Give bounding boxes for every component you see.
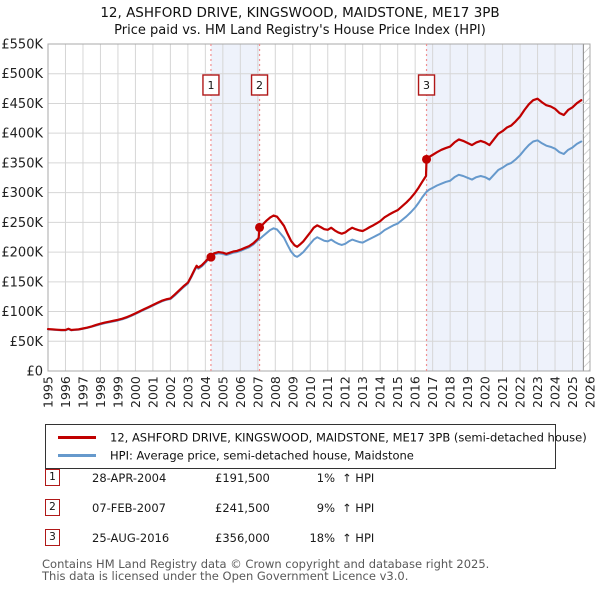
copyright-notice: Contains HM Land Registry data © Crown c… — [42, 557, 490, 571]
legend-label: 12, ASHFORD DRIVE, KINGSWOOD, MAIDSTONE,… — [110, 430, 587, 445]
transaction-date: 25-AUG-2016 — [92, 531, 170, 545]
x-tick-label: 2024 — [548, 376, 563, 408]
transaction-price: £241,500 — [215, 501, 270, 515]
svg-text:3: 3 — [423, 79, 430, 92]
y-tick-label: £150K — [1, 275, 43, 290]
future-hatch-region — [583, 44, 590, 371]
transaction-price: £356,000 — [215, 531, 270, 545]
x-tick-label: 2018 — [443, 376, 458, 408]
y-tick-label: £500K — [1, 67, 43, 82]
y-tick-label: £50K — [10, 335, 44, 350]
y-tick-label: £300K — [1, 186, 43, 201]
x-tick-label: 1997 — [75, 376, 90, 408]
y-tick-label: £250K — [1, 216, 43, 231]
price-line-swatch-icon — [58, 436, 96, 439]
x-tick-label: 2021 — [495, 376, 510, 408]
x-tick-label: 2012 — [338, 376, 353, 408]
y-tick-label: £400K — [1, 127, 43, 142]
sale-point — [422, 154, 432, 164]
marker-number-box — [417, 74, 436, 96]
y-tick-label: £200K — [1, 246, 43, 261]
price-chart: 1 2 3 £0 £50K £100K £150K £200K £250K £300K £350K £… — [1, 38, 598, 409]
shaded-region — [210, 44, 260, 371]
x-tick-label: 1996 — [58, 376, 73, 408]
x-tick-label: 2003 — [180, 376, 195, 408]
y-tick-label: £350K — [1, 156, 43, 171]
y-tick-label: £550K — [1, 38, 43, 53]
transaction-hpi-delta: 1% — [316, 471, 335, 485]
x-tick-label: 1998 — [93, 376, 108, 408]
x-tick-label: 2022 — [513, 376, 528, 408]
x-tick-label: 2002 — [163, 376, 178, 408]
x-tick-label: 2006 — [233, 376, 248, 408]
marker-number-box — [250, 74, 269, 96]
legend-label: HPI: Average price, semi-detached house,… — [110, 448, 414, 463]
chart-legend: 12, ASHFORD DRIVE, KINGSWOOD, MAIDSTONE,… — [45, 424, 587, 469]
sale-point — [255, 222, 265, 232]
x-tick-label: 2019 — [460, 376, 475, 408]
transaction-marker-1: 1 — [45, 469, 60, 486]
x-tick-label: 2017 — [425, 376, 440, 408]
transaction-hpi-suffix: ↑ HPI — [342, 501, 375, 515]
x-tick-label: 2020 — [478, 376, 493, 408]
x-tick-label: 2026 — [583, 376, 598, 408]
x-tick-label: 1999 — [110, 376, 125, 408]
x-tick-label: 2007 — [250, 376, 265, 408]
marker-number-box — [202, 74, 220, 96]
licence-notice: This data is licensed under the Open Gov… — [42, 569, 409, 583]
price-paid-line — [46, 97, 583, 332]
x-tick-label: 2013 — [355, 376, 370, 408]
transaction-row-1: 1 28-APR-2004 £191,500 1% ↑ HPI — [45, 469, 565, 489]
transaction-marker-2: 2 — [45, 499, 60, 516]
shaded-region — [426, 44, 590, 371]
x-tick-label: 2010 — [303, 376, 318, 408]
page-subtitle: Price paid vs. HM Land Registry's House … — [114, 23, 486, 38]
x-tick-label: 2014 — [373, 376, 388, 408]
transaction-price: £191,500 — [215, 471, 270, 485]
y-tick-label: £0 — [26, 365, 43, 380]
y-tick-label: £100K — [1, 305, 43, 320]
x-tick-label: 2016 — [408, 376, 423, 408]
x-tick-label: 2008 — [268, 376, 283, 408]
transaction-date: 07-FEB-2007 — [92, 501, 166, 515]
x-tick-label: 2023 — [530, 376, 545, 408]
legend-item-price-paid: 12, ASHFORD DRIVE, KINGSWOOD, MAIDSTONE,… — [46, 428, 587, 446]
x-tick-label: 2001 — [145, 376, 160, 408]
page-title: 12, ASHFORD DRIVE, KINGSWOOD, MAIDSTONE,… — [100, 5, 500, 21]
transaction-hpi-delta: 18% — [309, 531, 335, 545]
transaction-date: 28-APR-2004 — [92, 471, 167, 485]
y-tick-label: £450K — [1, 97, 43, 112]
svg-text:1: 1 — [207, 79, 214, 92]
x-tick-label: 2004 — [198, 376, 213, 408]
transaction-hpi-suffix: ↑ HPI — [342, 531, 375, 545]
x-tick-label: 2025 — [565, 376, 580, 408]
transaction-marker-3: 3 — [45, 529, 60, 546]
svg-text:2: 2 — [256, 79, 263, 92]
legend-item-hpi: HPI: Average price, semi-detached house,… — [46, 446, 555, 464]
transaction-row-2: 2 07-FEB-2007 £241,500 9% ↑ HPI — [45, 499, 565, 519]
transaction-hpi-suffix: ↑ HPI — [342, 471, 375, 485]
sale-point — [206, 252, 216, 262]
x-tick-label: 2005 — [215, 376, 230, 408]
x-tick-label: 2000 — [128, 376, 143, 408]
transaction-hpi-delta: 9% — [316, 501, 335, 515]
x-tick-label: 2015 — [390, 376, 405, 408]
hpi-line-swatch-icon — [58, 454, 96, 457]
transaction-row-3: 3 25-AUG-2016 £356,000 18% ↑ HPI — [45, 529, 565, 549]
x-tick-label: 2009 — [285, 376, 300, 408]
x-tick-label: 1995 — [41, 376, 56, 408]
x-tick-label: 2011 — [320, 376, 335, 408]
